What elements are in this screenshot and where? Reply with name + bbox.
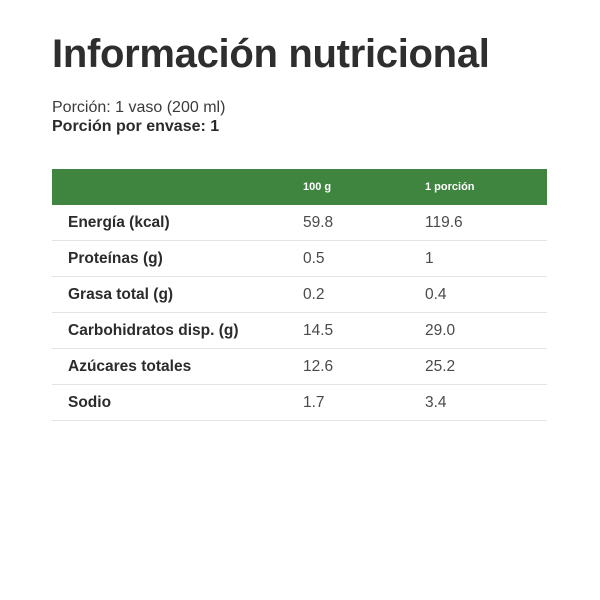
serving-info: Porción: 1 vaso (200 ml) Porción por env… xyxy=(52,98,225,136)
servings-per-container: Porción por envase: 1 xyxy=(52,118,220,135)
value-per-serving: 119.6 xyxy=(425,205,547,241)
nutrient-label: Azúcares totales xyxy=(52,348,303,385)
nutrient-label: Carbohidratos disp. (g) xyxy=(52,312,303,349)
table-row: Proteínas (g) 0.5 1 xyxy=(52,240,547,277)
nutrition-table-body: Energía (kcal) 59.8 119.6 Proteínas (g) … xyxy=(52,205,547,421)
value-per-100g: 1.7 xyxy=(303,384,425,421)
table-row: Azúcares totales 12.6 25.2 xyxy=(52,348,547,385)
value-per-serving: 1 xyxy=(425,240,547,277)
header-row: 100 g 1 porción xyxy=(52,169,547,205)
nutrient-label: Proteínas (g) xyxy=(52,240,303,277)
nutrition-table-header: 100 g 1 porción xyxy=(52,169,547,205)
table-row: Carbohidratos disp. (g) 14.5 29.0 xyxy=(52,312,547,349)
value-per-serving: 25.2 xyxy=(425,348,547,385)
nutrition-table: 100 g 1 porción Energía (kcal) 59.8 119.… xyxy=(52,169,547,421)
value-per-serving: 3.4 xyxy=(425,384,547,421)
serving-size: Porción: 1 vaso (200 ml) xyxy=(52,99,226,116)
nutrient-label: Energía (kcal) xyxy=(52,205,303,241)
table-row: Grasa total (g) 0.2 0.4 xyxy=(52,276,547,313)
value-per-100g: 14.5 xyxy=(303,312,425,349)
header-nutrient xyxy=(52,169,303,205)
nutrient-label: Grasa total (g) xyxy=(52,276,303,313)
value-per-100g: 12.6 xyxy=(303,348,425,385)
value-per-100g: 0.5 xyxy=(303,240,425,277)
page-title: Información nutricional xyxy=(52,32,490,76)
nutrient-label: Sodio xyxy=(52,384,303,421)
table-row: Sodio 1.7 3.4 xyxy=(52,384,547,421)
header-per-serving: 1 porción xyxy=(425,169,547,205)
value-per-serving: 29.0 xyxy=(425,312,547,349)
value-per-100g: 0.2 xyxy=(303,276,425,313)
header-per-100g: 100 g xyxy=(303,169,425,205)
table-row: Energía (kcal) 59.8 119.6 xyxy=(52,205,547,241)
value-per-100g: 59.8 xyxy=(303,205,425,241)
value-per-serving: 0.4 xyxy=(425,276,547,313)
